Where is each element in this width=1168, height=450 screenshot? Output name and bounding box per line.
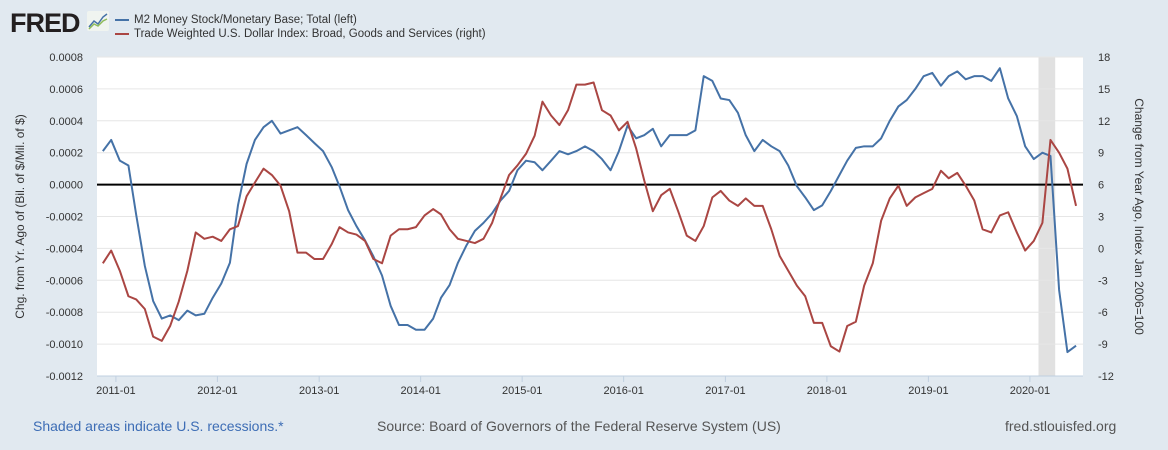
chart-legend: M2 Money Stock/Monetary Base; Total (lef… <box>115 13 486 41</box>
legend-item-m2[interactable]: M2 Money Stock/Monetary Base; Total (lef… <box>115 13 486 27</box>
x-tick-label: 2016-01 <box>603 385 643 397</box>
x-tick-label: 2014-01 <box>400 385 440 397</box>
source-text: Source: Board of Governors of the Federa… <box>377 418 781 434</box>
series-line-1 <box>102 81 1078 353</box>
x-tick-label: 2012-01 <box>197 385 237 397</box>
y-tick-label: 0.0000 <box>49 180 83 192</box>
y2-tick-label: 0 <box>1098 243 1104 255</box>
x-tick-label: 2019-01 <box>908 385 948 397</box>
y2-axis-title: Change from Year Ago, Index Jan 2006=100 <box>1132 98 1146 335</box>
y-tick-label: 0.0006 <box>49 84 83 96</box>
series-line-0 <box>102 67 1077 354</box>
y2-tick-label: -3 <box>1098 275 1108 287</box>
x-tick-label: 2011-01 <box>96 385 136 397</box>
legend-label: Trade Weighted U.S. Dollar Index: Broad,… <box>134 28 486 40</box>
y-tick-label: -0.0006 <box>46 275 83 287</box>
y-tick-label: -0.0012 <box>46 371 83 383</box>
y2-tick-label: -6 <box>1098 307 1108 319</box>
legend-swatch <box>115 19 129 21</box>
y2-tick-label: 15 <box>1098 84 1110 96</box>
y2-tick-label: 6 <box>1098 180 1104 192</box>
y-tick-label: -0.0002 <box>46 212 83 224</box>
legend-item-dollar-index[interactable]: Trade Weighted U.S. Dollar Index: Broad,… <box>115 27 486 41</box>
y-axis-title: Chg. from Yr. Ago of (Bil. of $/Mil. of … <box>13 114 27 319</box>
y-tick-label: 0.0002 <box>49 148 83 160</box>
y-tick-label: -0.0010 <box>46 339 83 351</box>
y2-tick-label: 3 <box>1098 212 1104 224</box>
x-tick-label: 2020-01 <box>1010 385 1050 397</box>
fred-logo[interactable]: FRED <box>10 8 80 38</box>
x-tick-label: 2013-01 <box>299 385 339 397</box>
x-tick-label: 2018-01 <box>807 385 847 397</box>
x-tick-label: 2015-01 <box>502 385 542 397</box>
recession-note-link[interactable]: Shaded areas indicate U.S. recessions.* <box>33 418 284 434</box>
y-tick-label: 0.0008 <box>49 52 83 64</box>
fred-graph-icon <box>87 11 109 31</box>
y-tick-label: 0.0004 <box>49 116 83 128</box>
y2-tick-label: 9 <box>1098 148 1104 160</box>
y2-tick-label: 12 <box>1098 116 1110 128</box>
y-tick-label: -0.0004 <box>46 243 83 255</box>
y-tick-label: -0.0008 <box>46 307 83 319</box>
y2-tick-label: -12 <box>1098 371 1114 383</box>
legend-swatch <box>115 33 129 35</box>
y2-tick-label: 18 <box>1098 52 1110 64</box>
y2-tick-label: -9 <box>1098 339 1108 351</box>
legend-label: M2 Money Stock/Monetary Base; Total (lef… <box>134 14 357 26</box>
site-link[interactable]: fred.stlouisfed.org <box>1005 418 1117 434</box>
x-tick-label: 2017-01 <box>705 385 745 397</box>
